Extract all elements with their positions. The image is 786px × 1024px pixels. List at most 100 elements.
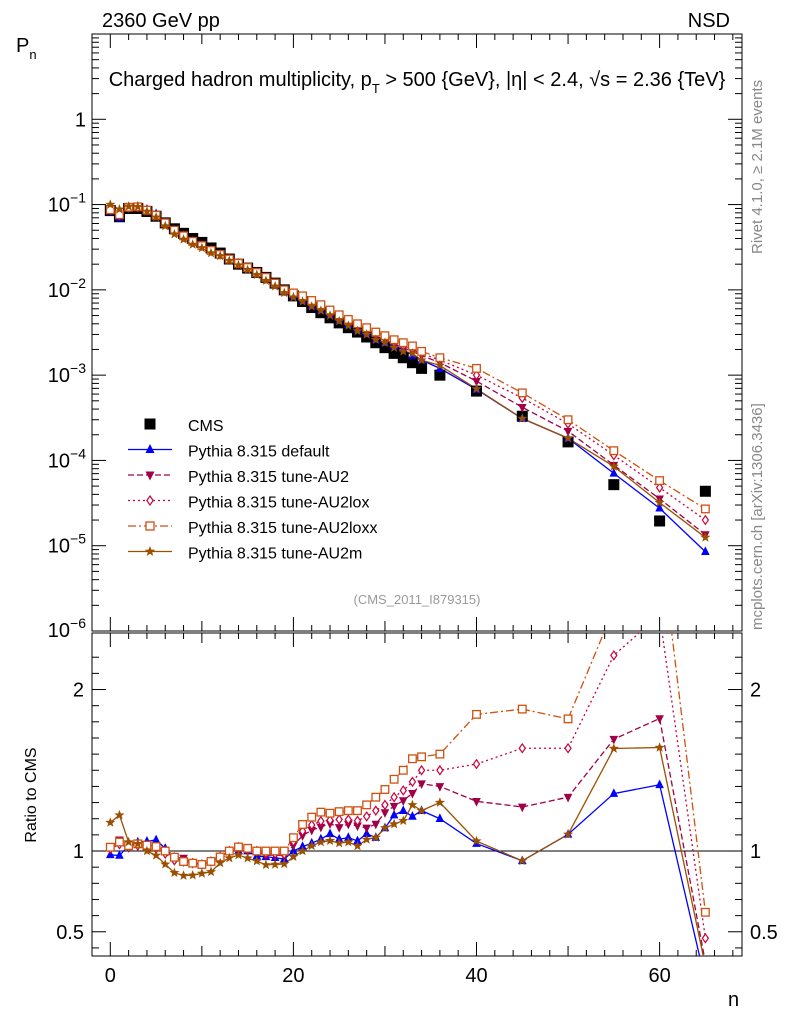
- data-point: [700, 504, 710, 514]
- data-point: [178, 234, 189, 244]
- ratio-y-tick-label: 1: [750, 841, 761, 863]
- ratio-point: [316, 807, 326, 817]
- ratio-point: [344, 814, 353, 825]
- data-point: [655, 476, 665, 486]
- data-point: [132, 201, 143, 212]
- ratio-point: [472, 758, 481, 770]
- ratio-point: [123, 836, 134, 847]
- ratio-point: [132, 838, 143, 849]
- data-point: [563, 432, 574, 443]
- ratio-point: [472, 798, 481, 807]
- ratio-point: [362, 824, 371, 834]
- data-point: [123, 201, 134, 211]
- data-point: [270, 281, 281, 291]
- ratio-point: [334, 824, 344, 833]
- data-point: [141, 206, 152, 216]
- data-point: [389, 342, 400, 352]
- ratio-point: [343, 806, 353, 816]
- ratio-point: [700, 961, 710, 971]
- data-point: [361, 329, 372, 339]
- data-point: [388, 347, 400, 359]
- ratio-point: [326, 814, 334, 826]
- data-point: [654, 497, 665, 507]
- data-point: [114, 204, 125, 214]
- legend-label: Pythia 8.315 tune-AU2: [188, 469, 349, 486]
- ratio-point: [416, 805, 427, 815]
- main-plot-frame: [91, 33, 743, 632]
- legend-marker: [146, 494, 154, 507]
- data-point: [205, 247, 217, 258]
- ratio-point: [205, 866, 217, 877]
- ratio-point: [325, 808, 335, 818]
- x-tick-label: 20: [282, 965, 304, 987]
- y-tick-label: 10−3: [48, 360, 86, 387]
- ratio-point: [344, 832, 353, 841]
- data-point: [517, 413, 528, 423]
- x-tick-label: 60: [648, 965, 670, 987]
- ratio-point: [435, 749, 445, 759]
- ratio-point: [297, 845, 308, 856]
- ratio-point: [335, 814, 343, 825]
- data-point: [160, 220, 171, 231]
- y-tick-label-bottom: 10−6: [48, 615, 86, 642]
- ratio-point: [343, 836, 354, 847]
- ratio-point: [160, 858, 171, 869]
- ratio-point: [408, 776, 417, 788]
- data-point: [242, 264, 253, 275]
- ratio-point: [362, 811, 371, 822]
- data-point: [655, 482, 664, 493]
- ratio-point: [260, 859, 271, 870]
- series-points-pythia-8-315-tune-au2m: [105, 199, 711, 542]
- ratio-point: [215, 857, 226, 868]
- y-tick-label: 10−5: [48, 531, 86, 558]
- ratio-point: [179, 857, 188, 867]
- ratio-point: [700, 907, 710, 917]
- ratio-point: [353, 822, 362, 832]
- ratio-point: [371, 820, 381, 830]
- ratio-y-tick-label: 2: [750, 680, 761, 702]
- data-point: [416, 354, 427, 365]
- ratio-point: [517, 803, 527, 813]
- ratio-point: [608, 743, 619, 753]
- ratio-line-pythia-8-315-tune-au2m: [109, 746, 704, 956]
- ratio-point: [243, 843, 253, 853]
- ratio-point: [563, 793, 573, 803]
- ratio-point: [655, 715, 664, 724]
- ratio-point: [334, 837, 345, 848]
- legend-marker: [145, 471, 155, 481]
- ratio-point: [169, 852, 179, 862]
- ratio-point: [352, 840, 363, 851]
- data-point: [169, 228, 180, 239]
- data-point: [655, 502, 664, 512]
- analysis-watermark: (CMS_2011_I879315): [354, 592, 481, 607]
- mcplots-side-label: mcplots.cern.ch [arXiv:1306.3436]: [749, 403, 766, 630]
- ratio-point: [435, 813, 445, 823]
- ratio-point: [252, 846, 262, 856]
- ratio-points-pythia-8-315-tune-au2: [106, 715, 664, 870]
- ratio-point: [270, 859, 281, 869]
- ratio-point: [472, 709, 481, 719]
- legend-entry: Pythia 8.315 tune-AU2m: [128, 546, 362, 563]
- ratio-point: [307, 826, 317, 836]
- ratio-points-pythia-8-315-tune-au2lox: [106, 650, 710, 944]
- ratio-point: [115, 837, 124, 847]
- ratio-point: [389, 809, 399, 819]
- x-tick-label: 40: [465, 965, 487, 987]
- ratio-line-pythia-8-315-tune-au2: [109, 717, 705, 956]
- ratio-point: [298, 841, 307, 850]
- ratio-point: [279, 858, 290, 869]
- legend: CMS Pythia 8.315 default Pythia 8.315 tune…: [128, 418, 377, 563]
- data-point: [324, 310, 336, 320]
- legend-label: CMS: [188, 418, 224, 435]
- ratio-point: [399, 785, 408, 796]
- data-point: [563, 415, 573, 425]
- ratio-point: [151, 834, 161, 844]
- ratio-point: [151, 842, 161, 852]
- ratio-point: [389, 818, 400, 829]
- data-point: [334, 315, 345, 326]
- data-point: [215, 250, 226, 261]
- ratio-point: [417, 752, 427, 762]
- data-point: [196, 242, 207, 253]
- ratio-point: [436, 764, 444, 776]
